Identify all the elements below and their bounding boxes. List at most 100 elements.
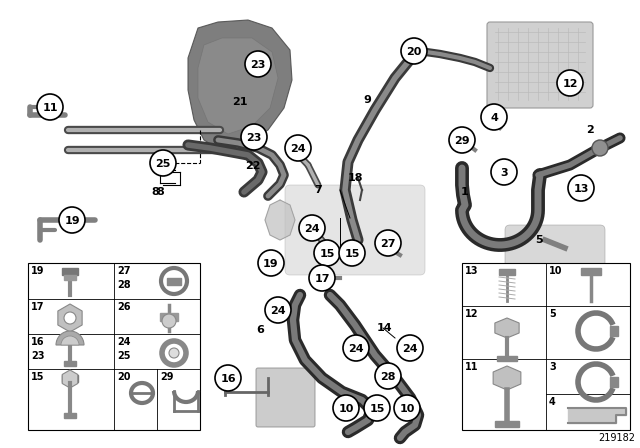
Text: 219182: 219182 xyxy=(598,433,635,443)
Bar xyxy=(160,313,178,321)
Circle shape xyxy=(342,402,354,414)
Text: 10: 10 xyxy=(399,404,415,414)
Text: 27: 27 xyxy=(117,266,131,276)
Wedge shape xyxy=(61,336,79,345)
Circle shape xyxy=(215,365,241,391)
Text: 11: 11 xyxy=(42,103,58,112)
Text: 24: 24 xyxy=(348,344,364,353)
FancyBboxPatch shape xyxy=(256,368,315,427)
FancyBboxPatch shape xyxy=(505,225,605,305)
Circle shape xyxy=(557,70,583,96)
Text: 4: 4 xyxy=(490,112,498,122)
Circle shape xyxy=(162,341,186,365)
Polygon shape xyxy=(188,20,292,150)
Circle shape xyxy=(169,348,179,358)
Text: 13: 13 xyxy=(465,266,479,276)
Text: 17: 17 xyxy=(31,302,45,312)
Text: 5: 5 xyxy=(535,235,543,245)
Circle shape xyxy=(245,51,271,77)
Circle shape xyxy=(592,140,608,156)
Text: 5: 5 xyxy=(549,309,556,319)
Circle shape xyxy=(491,159,517,185)
Polygon shape xyxy=(62,370,78,388)
Polygon shape xyxy=(568,408,626,423)
Text: 23: 23 xyxy=(246,133,262,142)
Text: 13: 13 xyxy=(573,184,589,194)
Text: 17: 17 xyxy=(314,273,330,284)
Circle shape xyxy=(299,215,325,241)
Circle shape xyxy=(343,335,369,361)
Circle shape xyxy=(309,265,335,291)
Bar xyxy=(499,269,515,275)
Circle shape xyxy=(568,175,594,201)
Text: 19: 19 xyxy=(263,258,279,268)
FancyBboxPatch shape xyxy=(285,185,425,275)
Text: 21: 21 xyxy=(232,97,248,107)
Text: 22: 22 xyxy=(245,161,260,171)
Text: 16: 16 xyxy=(220,374,236,383)
Bar xyxy=(64,413,76,418)
Text: 15: 15 xyxy=(319,249,335,258)
Circle shape xyxy=(401,402,413,414)
Circle shape xyxy=(241,124,267,150)
Text: 24: 24 xyxy=(402,344,418,353)
Circle shape xyxy=(37,94,63,120)
Circle shape xyxy=(394,395,420,421)
Circle shape xyxy=(285,135,311,161)
Circle shape xyxy=(449,127,475,153)
Text: 24: 24 xyxy=(270,306,286,315)
Bar xyxy=(462,263,630,430)
Polygon shape xyxy=(58,304,82,332)
Text: 20: 20 xyxy=(406,47,422,56)
Text: 11: 11 xyxy=(465,362,479,372)
Text: 29: 29 xyxy=(160,372,173,382)
Text: 1: 1 xyxy=(461,187,469,197)
Circle shape xyxy=(162,314,176,328)
Text: 15: 15 xyxy=(344,249,360,258)
Text: 24: 24 xyxy=(304,224,320,233)
Circle shape xyxy=(258,250,284,276)
Text: 20: 20 xyxy=(117,372,131,382)
Text: 4: 4 xyxy=(549,397,556,407)
Circle shape xyxy=(150,150,176,176)
Text: 6: 6 xyxy=(256,325,264,335)
Text: 12: 12 xyxy=(465,309,479,319)
Text: 28: 28 xyxy=(380,371,396,382)
Text: 25: 25 xyxy=(156,159,171,168)
Bar xyxy=(167,278,181,285)
Polygon shape xyxy=(495,318,519,338)
Bar xyxy=(62,268,78,275)
Text: 29: 29 xyxy=(454,135,470,146)
Text: 26: 26 xyxy=(117,302,131,312)
Text: 23: 23 xyxy=(31,351,45,361)
Text: 3: 3 xyxy=(549,362,556,372)
Text: 23: 23 xyxy=(250,60,266,69)
Bar xyxy=(64,361,76,366)
Bar xyxy=(581,268,601,275)
Circle shape xyxy=(339,240,365,266)
Circle shape xyxy=(333,395,359,421)
Text: 9: 9 xyxy=(363,95,371,105)
Circle shape xyxy=(265,297,291,323)
Circle shape xyxy=(364,395,390,421)
Wedge shape xyxy=(56,331,84,345)
Circle shape xyxy=(349,341,363,355)
Text: 24: 24 xyxy=(290,143,306,154)
Text: 19: 19 xyxy=(64,215,80,225)
Text: 10: 10 xyxy=(339,404,354,414)
Polygon shape xyxy=(198,38,278,134)
Text: 25: 25 xyxy=(117,351,131,361)
Bar xyxy=(495,421,519,427)
Text: 18: 18 xyxy=(348,173,363,183)
Circle shape xyxy=(267,257,279,269)
Text: 8: 8 xyxy=(151,187,159,197)
Circle shape xyxy=(314,240,340,266)
Bar xyxy=(497,356,517,361)
Circle shape xyxy=(372,403,382,413)
Circle shape xyxy=(403,341,417,355)
Circle shape xyxy=(397,335,423,361)
Circle shape xyxy=(59,207,85,233)
Bar xyxy=(62,375,78,382)
Text: 8: 8 xyxy=(156,187,164,197)
Bar xyxy=(64,275,76,280)
